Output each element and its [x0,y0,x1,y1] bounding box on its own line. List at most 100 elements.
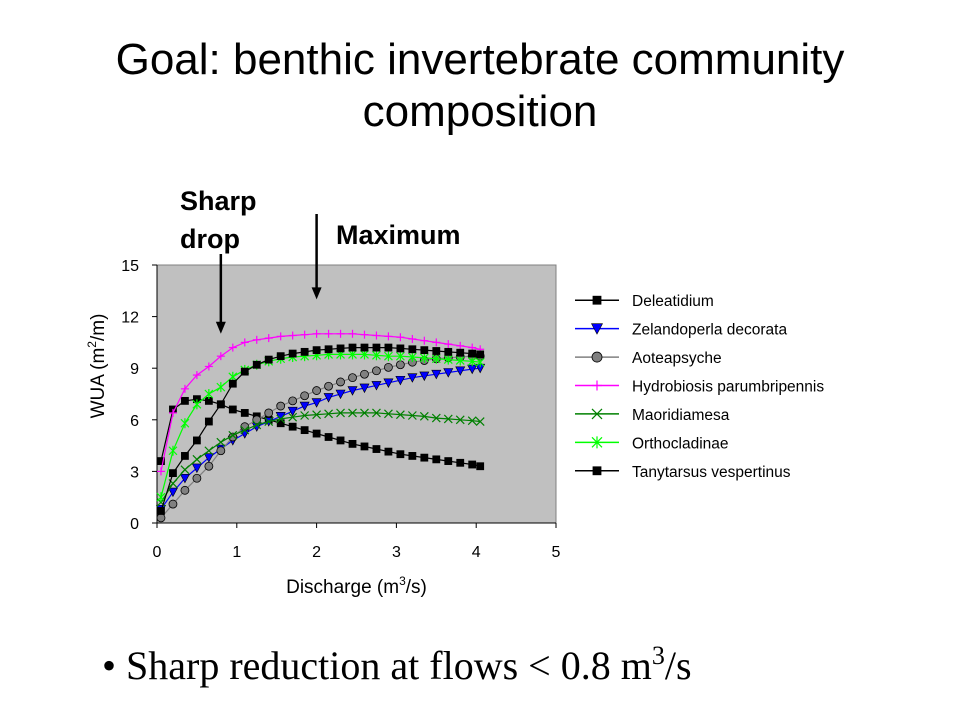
data-point-zelandoperla-decorata [311,398,322,408]
y-axis: 0 3 6 9 12 15 [121,258,158,533]
series-layer [155,329,486,523]
data-point-maoridiamesa [360,408,369,418]
data-point-deleatidium [288,422,297,431]
data-point-maoridiamesa [324,409,333,419]
data-point-zelandoperla-decorata [335,389,346,400]
data-point-aoteapsyche [324,381,333,391]
series-tanytarsus-vespertinus [157,343,485,515]
data-point-maoridiamesa [288,412,298,422]
x-tick-label: 3 [392,544,401,561]
data-point-hydrobiosis-parumbripennis [240,338,249,347]
data-point-zelandoperla-decorata [371,381,382,391]
data-point-maoridiamesa [372,408,381,418]
y-tick-label: 0 [130,516,139,533]
data-point-hydrobiosis-parumbripennis [216,352,225,361]
data-point-maoridiamesa [419,411,429,421]
annotation-sharp-drop-line-1: Sharp [180,186,257,216]
y-axis-label-main: WUA (m [88,348,109,419]
data-point-maoridiamesa [192,454,202,464]
data-point-maoridiamesa [336,408,345,418]
legend-label: Maoridiamesa [632,407,730,424]
data-point-tanytarsus-vespertinus [372,343,381,352]
data-point-aoteapsyche [360,369,369,379]
annotation-sharp-drop: Sharp drop [180,182,257,258]
data-point-aoteapsyche [300,391,310,401]
legend-swatch-marker [592,380,602,391]
data-point-maoridiamesa [216,437,226,447]
data-point-zelandoperla-decorata [323,393,334,403]
data-point-hydrobiosis-parumbripennis [312,329,321,338]
data-point-maoridiamesa [348,408,357,418]
y-axis-label-end: /m) [88,314,109,341]
data-point-deleatidium [468,460,477,469]
data-point-orthocladinae [443,354,453,365]
legend-swatch-marker [591,351,603,363]
x-tick-label: 2 [312,544,321,561]
series-line-aoteapsyche [160,355,481,519]
data-point-maoridiamesa [455,415,465,425]
data-point-aoteapsyche [252,415,262,425]
x-axis: 0 1 2 3 4 5 [153,522,561,561]
data-point-orthocladinae [180,418,190,429]
data-point-aoteapsyche [168,499,178,509]
bullet-text-suffix: /s [664,643,692,688]
data-point-zelandoperla-decorata [203,453,214,463]
series-line-orthocladinae [160,353,481,498]
data-point-maoridiamesa [312,410,322,420]
series-line-maoridiamesa [160,412,481,503]
series-maoridiamesa [156,408,485,507]
data-point-deleatidium [444,457,453,465]
legend-entry-tanytarsus-vespertinus: Tanytarsus vespertinus [575,464,791,481]
data-point-zelandoperla-decorata [359,383,370,394]
data-point-tanytarsus-vespertinus [384,343,393,352]
data-point-maoridiamesa [467,416,477,426]
data-point-deleatidium [396,450,405,459]
series-aoteapsyche [156,351,485,523]
legend-label: Deleatidium [632,293,714,310]
data-point-deleatidium [408,452,417,460]
legend-entry-aoteapsyche: Aoteapsyche [575,350,722,367]
data-point-deleatidium [384,447,393,456]
data-point-deleatidium [240,409,249,417]
data-point-maoridiamesa [431,413,441,423]
data-point-tanytarsus-vespertinus [192,436,201,445]
bullet-text-sup: 3 [651,641,665,670]
slide-title: Goal: benthic invertebrate community com… [0,34,960,138]
data-point-orthocladinae [216,382,226,393]
data-point-tanytarsus-vespertinus [408,345,417,354]
data-point-hydrobiosis-parumbripennis [300,330,309,339]
data-point-aoteapsyche [204,461,214,471]
data-point-hydrobiosis-parumbripennis [336,329,345,338]
data-point-tanytarsus-vespertinus [157,507,165,515]
data-point-hydrobiosis-parumbripennis [396,333,405,342]
data-point-maoridiamesa [300,411,310,420]
data-point-maoridiamesa [475,417,485,426]
bullet-glyph: • [102,643,117,688]
data-point-aoteapsyche [192,473,202,483]
data-point-tanytarsus-vespertinus [336,344,345,353]
annotation-maximum: Maximum [336,220,461,250]
legend: Deleatidium Zelandoperla decorata Aoteapsy… [571,286,851,485]
data-point-aoteapsyche [276,401,286,411]
data-point-zelandoperla-decorata [431,369,442,380]
data-point-orthocladinae [192,399,202,410]
data-point-aoteapsyche [216,446,226,456]
data-point-orthocladinae [204,389,214,399]
data-point-hydrobiosis-parumbripennis [180,384,189,393]
slide-title-line-2: composition [362,87,598,136]
data-point-aoteapsyche [336,377,345,387]
data-point-orthocladinae [372,350,381,361]
x-axis-label-main: Discharge (m [286,577,399,598]
data-point-orthocladinae [475,357,485,368]
data-point-orthocladinae [395,351,405,362]
data-point-tanytarsus-vespertinus [181,452,189,460]
series-zelandoperla-decorata [155,363,486,515]
bullet-text: Sharp reduction at flows < 0.8 m3/s [126,641,692,689]
bullet-point: • Sharp reduction at flows < 0.8 m3/s [102,636,692,696]
data-point-zelandoperla-decorata [179,473,190,484]
legend-swatch-marker [591,323,603,335]
data-point-aoteapsyche [288,396,298,406]
data-point-tanytarsus-vespertinus [169,469,177,478]
data-point-deleatidium [456,458,465,467]
